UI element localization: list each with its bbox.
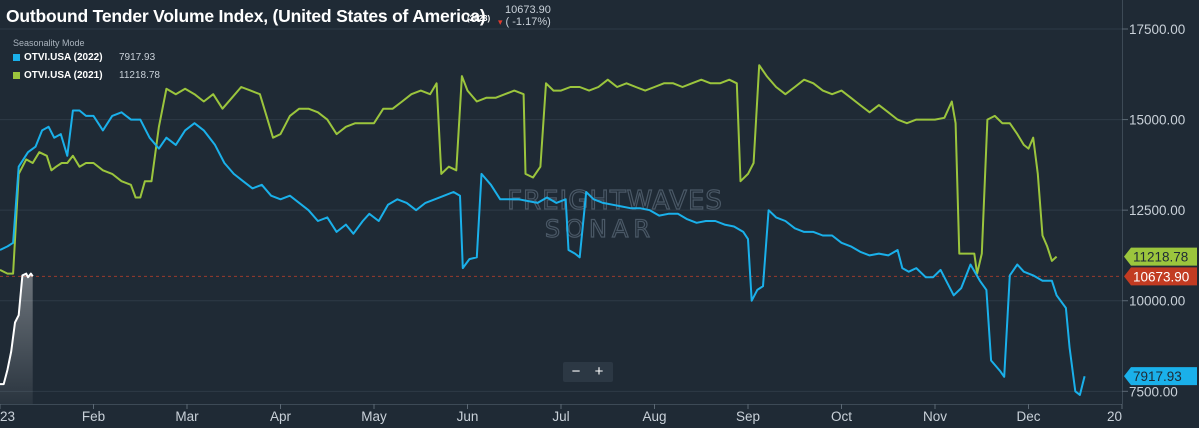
x-tick-label: 23: [0, 409, 15, 424]
value-tag-2023: 10673.90: [1124, 267, 1197, 286]
x-tick-label: Apr: [270, 409, 292, 424]
y-tick-label: 15000.00: [1129, 113, 1185, 128]
value-tag-2021-text: 11218.78: [1133, 250, 1188, 265]
y-tick-label: 17500.00: [1129, 22, 1185, 37]
x-tick-label: Jun: [457, 409, 479, 424]
title-change: ▾( -1.17%): [498, 16, 551, 28]
legend-item-2021[interactable]: OTVI.USA (2021) 11218.78: [13, 70, 160, 81]
zoom-in-button[interactable]: +: [594, 363, 604, 380]
legend-value: 7917.93: [119, 52, 156, 63]
value-tag-2021-bg: [1124, 247, 1197, 266]
title-year: (2023): [467, 14, 491, 23]
y-tick-label: 7500.00: [1129, 384, 1178, 399]
seasonality-mode-label: Seasonality Mode: [13, 38, 85, 48]
legend-value: 11218.78: [119, 70, 160, 81]
x-tick-label: Aug: [642, 409, 666, 424]
value-tag-2022-text: 7917.93: [1133, 369, 1182, 384]
x-tick-label: Dec: [1016, 409, 1040, 424]
x-tick-label: Nov: [923, 409, 947, 424]
x-tick-label: Mar: [175, 409, 199, 424]
series-2021-line: [0, 64, 1058, 275]
value-tag-2022: 7917.93: [1124, 367, 1197, 386]
legend-label: OTVI.USA (2021): [24, 70, 103, 81]
title-current-value: 10673.90: [505, 4, 551, 16]
series-2022-line: [0, 109, 1086, 396]
x-tick-label: Oct: [831, 409, 852, 424]
zoom-controls: − +: [563, 362, 613, 382]
value-tag-2021: 11218.78: [1124, 247, 1197, 266]
title-change-text: ( -1.17%): [505, 16, 551, 28]
value-tag-2023-bg: [1124, 267, 1197, 286]
series-2023-area: [0, 273, 33, 404]
down-arrow-icon: ▾: [498, 17, 503, 27]
chart-title: Outbound Tender Volume Index, (United St…: [6, 6, 486, 26]
series-2023-line: [0, 272, 34, 386]
zoom-out-button[interactable]: −: [571, 363, 581, 380]
x-tick-label: 20: [1107, 409, 1122, 424]
legend-swatch: [13, 71, 20, 79]
value-tag-2023-text: 10673.90: [1133, 269, 1189, 284]
y-tick-label: 12500.00: [1129, 203, 1185, 218]
legend-item-2022[interactable]: OTVI.USA (2022) 7917.93: [13, 52, 155, 63]
x-tick-label: Sep: [736, 409, 760, 424]
watermark-sonar: SONAR: [545, 215, 655, 243]
x-tick-label: Jul: [552, 409, 569, 424]
value-tag-2022-bg: [1124, 367, 1197, 386]
y-tick-label: 10000.00: [1129, 294, 1185, 309]
y-axis-panel: [1122, 0, 1199, 428]
legend-swatch: [13, 53, 20, 61]
legend-label: OTVI.USA (2022): [24, 52, 103, 63]
x-tick-label: Feb: [82, 409, 105, 424]
x-tick-label: May: [361, 409, 387, 424]
